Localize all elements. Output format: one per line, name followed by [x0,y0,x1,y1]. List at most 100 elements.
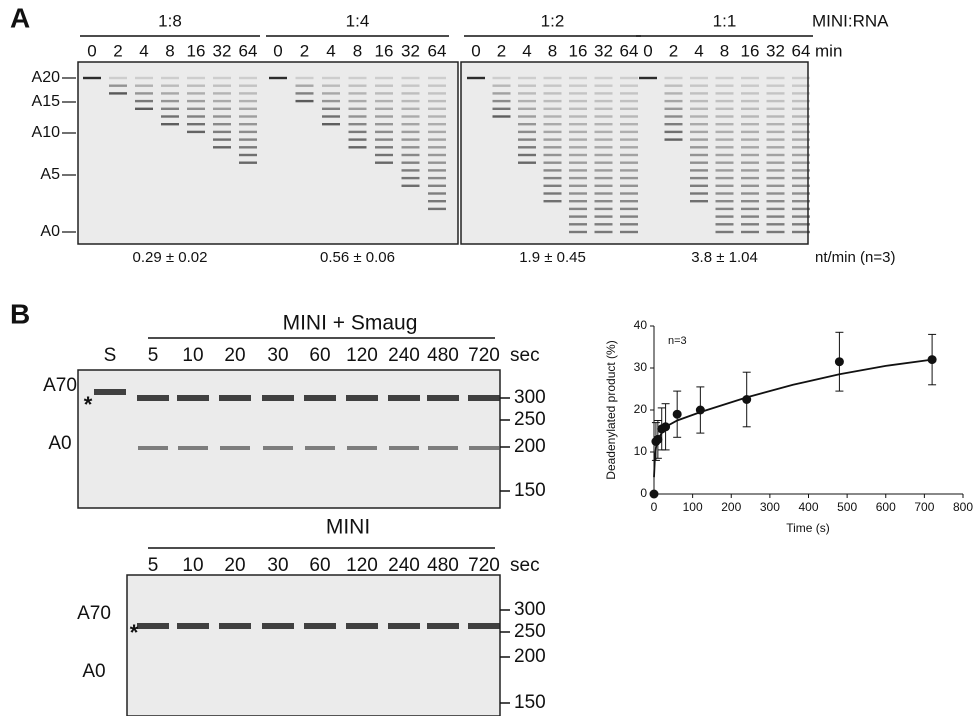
time-unit: min [815,41,842,60]
gel-band [766,184,785,187]
gel-band [620,123,638,126]
gel-band [594,207,613,211]
gel-band [401,138,420,141]
gel-band [766,215,785,218]
gel-band [262,623,294,629]
time-label: 2 [669,41,678,60]
gel-band [109,84,127,87]
gel-band [569,76,587,80]
gel-band [620,107,638,110]
gel-band [109,92,127,95]
gel-band [428,169,446,172]
gel-band [304,395,336,401]
gel-band [401,184,420,187]
gel-band [322,123,340,126]
gel-band [401,107,420,110]
gel-band [766,146,785,149]
gel-band [239,130,257,134]
gel-band [594,107,613,110]
gel-band [569,123,587,126]
gel-band [569,223,587,226]
gel-band [375,84,393,87]
lane-label: 120 [346,555,378,576]
group-label: 1:8 [158,11,182,30]
gel-band [741,146,759,149]
time-label: 16 [375,41,394,60]
gel-band [792,92,810,95]
gel-band [304,623,336,629]
gel-band [766,176,785,180]
gel-band [401,123,420,126]
gel-band [213,138,231,141]
x-axis-title: Time (s) [786,521,830,535]
gel-band [137,395,169,401]
gel-band [401,84,420,87]
gel-band [239,84,257,87]
gel-band [187,99,205,103]
gel-band [543,138,562,141]
gel-band [766,161,785,164]
gel-band [792,146,810,149]
size-label: 200 [514,436,546,457]
gel-band [741,223,759,226]
x-tick-label: 700 [914,500,934,514]
point [653,434,663,444]
gel-band [187,84,205,87]
point [672,409,682,419]
gel-band [594,84,613,87]
gel-band [518,99,536,103]
gel-band [401,161,420,164]
gel-band [492,107,511,110]
gel-band [690,84,708,87]
annotation: n=3 [668,335,687,347]
gel-band [346,395,378,401]
gel-band [569,230,587,234]
gel-band [715,153,734,157]
gel-band [401,76,420,80]
gel-band [161,115,179,118]
gel-band [594,130,613,134]
gel-band [428,161,446,164]
gel-band [213,107,231,110]
gel-band [741,76,759,80]
gel-band [428,107,446,110]
gel-band [135,99,153,103]
gel-band [664,107,683,110]
gel-band [792,200,810,203]
gel-band [715,76,734,80]
gel-band [518,107,536,110]
rate: 1.9 ± 0.45 [519,249,586,266]
gel-band [715,192,734,195]
gel-band [620,138,638,141]
gel-band [213,130,231,134]
gel-band [792,230,810,234]
size-label: 150 [514,480,546,501]
gel-band [518,92,536,95]
gel-band [428,99,446,103]
gel-band [401,169,420,172]
lane-label: 30 [267,555,288,576]
time-label: 8 [165,41,174,60]
gel-band [715,107,734,110]
gel-band [741,107,759,110]
gel-band [375,130,393,134]
gel-band [715,130,734,134]
gel-band [594,223,613,226]
gel-band [348,146,367,149]
lane-label: 60 [309,555,330,576]
gel-band [766,138,785,141]
time-label: 4 [522,41,531,60]
unit: sec [510,555,540,576]
y-tick-label: 40 [634,318,648,332]
gel-band [664,84,683,87]
gel-band [401,92,420,95]
gel-band [187,130,205,134]
gel-band [543,176,562,180]
gel-band [469,446,499,450]
gel-band [543,130,562,134]
gel-band [715,161,734,164]
gel-band [620,192,638,195]
gel-band [594,161,613,164]
gel-band [715,207,734,211]
time-label: 4 [139,41,148,60]
